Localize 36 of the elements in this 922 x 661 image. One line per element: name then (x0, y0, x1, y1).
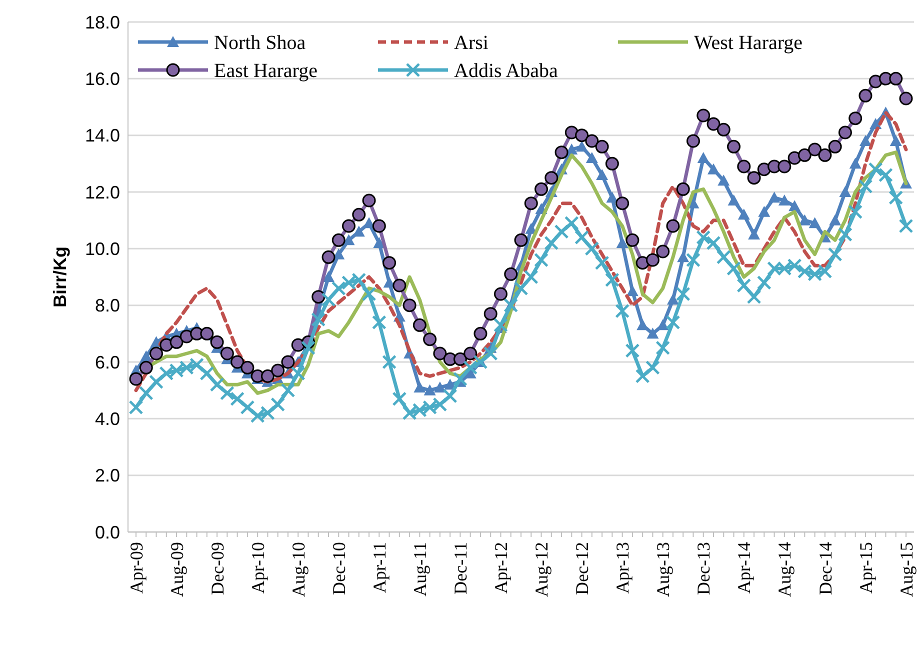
y-tick-label: 16.0 (84, 68, 120, 89)
x-tick-label: Aug-15 (896, 542, 916, 597)
x-tick-label: Apr-09 (126, 542, 146, 594)
y-tick-label: 6.0 (94, 352, 120, 372)
y-tick-label: 8.0 (94, 296, 120, 316)
x-tick-label: Aug-14 (774, 542, 795, 597)
y-tick-label: 12.0 (84, 182, 120, 202)
x-tick-label: Dec-10 (328, 542, 349, 595)
x-tick-label: Dec-11 (450, 542, 471, 594)
x-tick-label: Apr-10 (248, 542, 268, 594)
y-tick-label: 2.0 (94, 466, 120, 486)
y-axis-title: Birr/Kg (50, 246, 70, 308)
legend-label: East Hararge (214, 60, 318, 82)
y-tick-label: 4.0 (94, 408, 120, 429)
x-tick-label: Aug-10 (288, 542, 308, 597)
x-tick-label: Dec-13 (694, 542, 714, 595)
y-tick-label: 0.0 (94, 522, 120, 542)
x-tick-label: Aug-09 (166, 542, 187, 597)
x-tick-label: Aug-13 (653, 542, 674, 597)
x-tick-label: Apr-14 (734, 542, 754, 594)
x-tick-label: Dec-09 (207, 542, 228, 595)
legend-label: Addis Ababa (454, 60, 558, 82)
x-tick-label: Aug-12 (532, 542, 552, 597)
x-tick-label: Apr-13 (612, 542, 633, 594)
y-tick-label: 14.0 (84, 126, 120, 146)
y-tick-label: 10.0 (84, 238, 120, 259)
y-tick-label: 18.0 (84, 12, 120, 32)
x-tick-label: Apr-11 (369, 542, 390, 593)
legend-label: Arsi (454, 32, 489, 54)
x-tick-label: Apr-12 (491, 542, 512, 594)
x-tick-label: Aug-11 (410, 542, 430, 596)
legend-label: North Shoa (214, 32, 306, 54)
x-tick-label: Dec-14 (815, 542, 836, 595)
x-tick-label: Dec-12 (572, 542, 592, 595)
x-tick-label: Apr-15 (856, 542, 876, 594)
legend-label: West Hararge (694, 32, 803, 54)
